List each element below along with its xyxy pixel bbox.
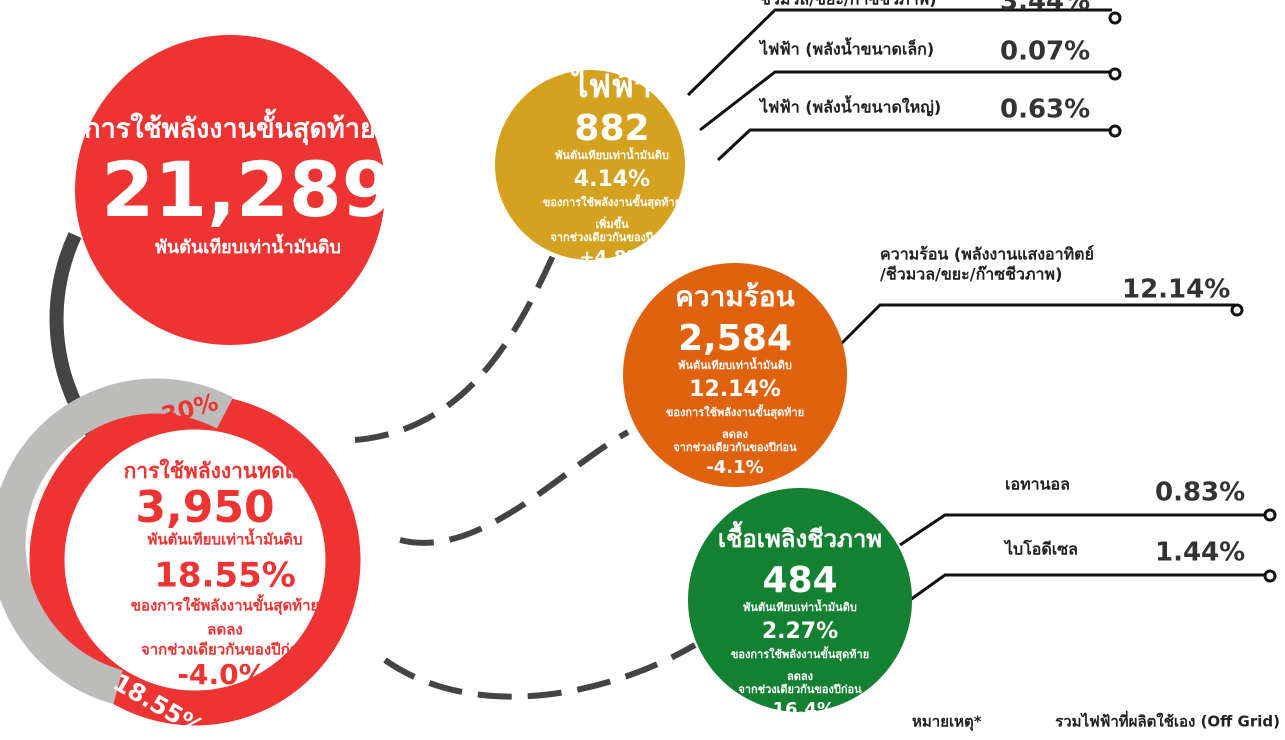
renewable-change-label: ลดลง [207,621,242,639]
heat-circle [623,263,847,487]
heat-change-label: ลดลง [722,428,748,441]
note-text: รวมไฟฟ้าที่ผลิตใช้เอง (Off Grid) [1055,711,1280,731]
breakdown-share: 0.83% [1155,478,1245,508]
renewable-unit: พันตันเทียบเท่าน้ำมันดิบ [148,528,303,549]
breakdown-label: ไฟฟ้า (พลังน้ำขนาดเล็ก) [758,37,934,59]
note-label: หมายเหตุ* [912,713,982,732]
electricity-change-period: จากช่วงเดียวกันของปีก่อน [550,231,674,244]
breakdown-share: 0.07% [1000,37,1090,67]
total-unit: พันตันเทียบเท่าน้ำมันดิบ [155,233,341,258]
biofuel-value: 484 [762,560,837,601]
heat-value: 2,584 [678,318,792,359]
biofuel-unit: พันตันเทียบเท่าน้ำมันดิบ [743,599,857,614]
biofuel-share: 2.27% [762,619,838,644]
electricity-unit: พันตันเทียบเท่าน้ำมันดิบ [555,147,669,162]
breakdown-share: 1.44% [1155,538,1245,568]
biofuel-change-label: ลดลง [787,670,813,683]
renewable-title: การใช้พลังงานทดแทน [124,458,328,483]
electricity-share-label: ของการใช้พลังงานขั้นสุดท้าย [543,194,681,210]
biofuel-circle [688,488,912,712]
heat-share: 12.14% [689,377,781,402]
renewable-share-label: ของการใช้พลังงานขั้นสุดท้าย [131,594,320,616]
breakdown-share: 12.14% [1122,275,1230,305]
electricity-circle [495,70,685,260]
heat-title: ความร้อน [675,280,795,313]
breakdown-label: ไฟฟ้า (พลังน้ำขนาดใหญ่) [758,95,941,118]
heat-change: -4.1% [706,457,763,478]
total-circle [75,35,385,345]
heat-change-period: จากช่วงเดียวกันของปีก่อน [673,441,797,454]
dashed-connector [399,429,630,546]
breakdown-label: ชีวมวล/ขยะ/ก๊าซชีวภาพ) [760,0,937,9]
breakdown-label: ความร้อน (พลังงานแสงอาทิตย์ [880,245,1094,264]
heat-unit: พันตันเทียบเท่าน้ำมันดิบ [678,357,792,372]
leader-lines [686,8,1268,602]
renewable-share: 18.55% [154,556,296,596]
dashed-connector [383,642,697,700]
biofuel-change: -16.4% [765,699,835,720]
renewable-change-period: จากช่วงเดียวกันของปีก่อน [141,641,310,659]
ring-gray [0,378,234,704]
electricity-share: 4.14% [574,167,650,192]
electricity-change: +4.8% [579,247,644,268]
total-title: การใช้พลังงานขั้นสุดท้าย [84,108,376,146]
electricity-title: ไฟฟ้า [569,67,651,105]
heat-share-label: ของการใช้พลังงานขั้นสุดท้าย [666,404,804,420]
breakdown-label: /ชีวมวล/ขยะ/ก๊าซชีวภาพ) [880,265,1062,284]
breakdown-label: เอทานอล [1005,475,1070,494]
renewable-change: -4.0% [177,658,266,691]
biofuel-change-period: จากช่วงเดียวกันของปีก่อน [738,683,862,696]
biofuel-share-label: ของการใช้พลังงานขั้นสุดท้าย [731,646,869,662]
electricity-change-label: เพิ่มขึ้น [595,216,629,231]
renewable-value: 3,950 [135,482,274,533]
electricity-value: 882 [574,108,649,149]
dashed-connector [354,238,563,443]
total-value: 21,289 [101,145,394,234]
biofuel-title: เชื้อเพลิงชีวภาพ [718,520,882,553]
leader-ends [1108,11,1277,583]
breakdown-share: 0.63% [1000,95,1090,125]
breakdown-label: ไบโอดีเซล [1003,539,1078,559]
breakdown-share: 3.44% [1000,0,1090,17]
